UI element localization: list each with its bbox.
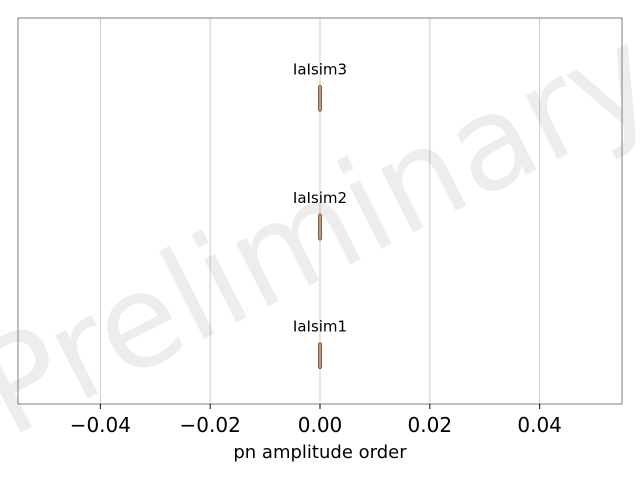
x-tick-label: 0.02 xyxy=(408,413,453,437)
violin-iaisim1 xyxy=(318,342,322,370)
violins xyxy=(318,84,322,370)
violin-iaisim3 xyxy=(318,84,322,112)
x-tick-label: 0.04 xyxy=(517,413,562,437)
series-label-iaisim3: IaIsim3 xyxy=(293,60,347,78)
grid-lines xyxy=(99,18,541,404)
x-tick-label: −0.04 xyxy=(70,413,131,437)
x-ticks: −0.04 −0.02 0.00 0.02 0.04 xyxy=(70,404,562,437)
series-label-iaisim2: IaIsim2 xyxy=(293,189,347,207)
x-axis-label: pn amplitude order xyxy=(233,442,407,463)
x-tick-label: −0.02 xyxy=(180,413,241,437)
series-labels: IaIsim3 IaIsim2 IaIsim1 xyxy=(293,60,347,335)
series-label-iaisim1: IaIsim1 xyxy=(293,318,347,336)
x-tick-label: 0.00 xyxy=(298,413,343,437)
violin-iaisim2 xyxy=(318,213,322,241)
